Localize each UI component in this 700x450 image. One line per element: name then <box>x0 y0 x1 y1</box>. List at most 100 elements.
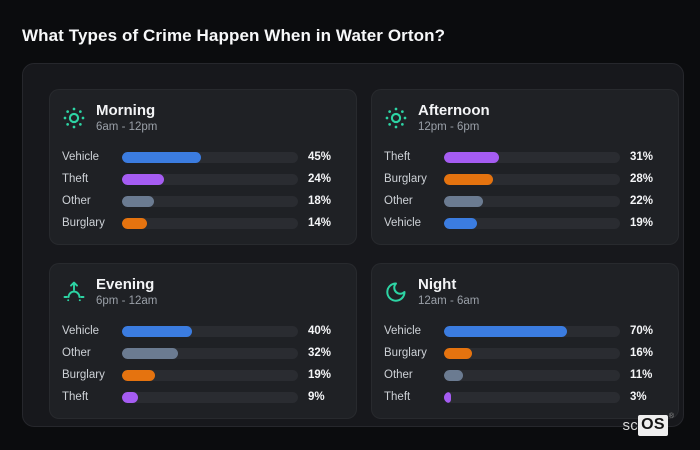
panel-header-night: Night 12am - 6am <box>384 276 666 308</box>
bar-label: Other <box>62 347 91 360</box>
scos-logo: sc OS ® <box>622 413 674 436</box>
bar-track <box>444 195 620 207</box>
panel-time-range: 12am - 6am <box>418 295 480 307</box>
bar-track <box>444 391 620 403</box>
bar-track <box>444 369 620 381</box>
bar-label: Vehicle <box>384 325 422 338</box>
bar-track <box>122 391 298 403</box>
sun-icon <box>62 106 86 130</box>
bar-fill <box>122 347 179 359</box>
panel-header-afternoon: Afternoon 12pm - 6pm <box>384 102 666 134</box>
panel-header-morning: Morning 6am - 12pm <box>62 102 344 134</box>
panel-morning: Morning 6am - 12pm Vehicle 45% Theft 24%… <box>49 89 357 245</box>
bar-fill <box>122 325 193 337</box>
bar-fill <box>122 173 165 185</box>
bar-row: Other 11% <box>384 364 666 386</box>
bar-track <box>444 325 620 337</box>
bar-row: Vehicle 45% <box>62 146 344 168</box>
bar-label: Theft <box>384 151 411 164</box>
bar-chart-night: Vehicle 70% Burglary 16% Other 11% Theft… <box>384 320 666 408</box>
bar-row: Burglary 28% <box>384 168 666 190</box>
bar-value: 45% <box>308 151 332 164</box>
bar-label: Burglary <box>62 369 105 382</box>
bar-chart-afternoon: Theft 31% Burglary 28% Other 22% Vehicle… <box>384 146 666 234</box>
bar-label: Theft <box>62 391 89 404</box>
bar-track <box>444 217 620 229</box>
bar-track <box>444 173 620 185</box>
bar-row: Theft 9% <box>62 386 344 408</box>
panel-time-range: 6pm - 12am <box>96 295 158 307</box>
bar-value: 16% <box>630 347 654 360</box>
bar-row: Other 22% <box>384 190 666 212</box>
bar-label: Theft <box>384 391 411 404</box>
panel-time-range: 6am - 12pm <box>96 121 158 133</box>
bar-chart-morning: Vehicle 45% Theft 24% Other 18% Burglary… <box>62 146 344 234</box>
panel-header-evening: Evening 6pm - 12am <box>62 276 344 308</box>
bar-fill <box>122 217 147 229</box>
panel-night: Night 12am - 6am Vehicle 70% Burglary 16… <box>371 263 679 419</box>
bar-chart-evening: Vehicle 40% Other 32% Burglary 19% Theft… <box>62 320 344 408</box>
bar-value: 40% <box>308 325 332 338</box>
bar-label: Vehicle <box>384 217 422 230</box>
bar-value: 31% <box>630 151 654 164</box>
bar-fill <box>444 195 483 207</box>
sunrise-icon <box>62 280 86 304</box>
bar-value: 9% <box>308 391 325 404</box>
bar-track <box>122 369 298 381</box>
bar-fill <box>444 151 499 163</box>
bar-value: 11% <box>630 369 653 382</box>
panel-title: Evening <box>96 276 155 293</box>
bar-row: Burglary 16% <box>384 342 666 364</box>
bar-value: 19% <box>630 217 654 230</box>
bar-value: 28% <box>630 173 654 186</box>
bar-label: Other <box>384 369 413 382</box>
bar-value: 24% <box>308 173 332 186</box>
bar-track <box>122 217 298 229</box>
panel-title: Night <box>418 276 457 293</box>
bar-value: 14% <box>308 217 332 230</box>
bar-row: Theft 3% <box>384 386 666 408</box>
panel-title: Morning <box>96 102 156 119</box>
logo-prefix: sc <box>622 417 639 434</box>
sun-icon <box>384 106 408 130</box>
bar-row: Vehicle 19% <box>384 212 666 234</box>
bar-fill <box>444 347 473 359</box>
bar-fill <box>444 369 464 381</box>
bar-track <box>122 347 298 359</box>
registered-mark: ® <box>668 413 674 420</box>
bar-label: Other <box>62 195 91 208</box>
bar-row: Other 18% <box>62 190 344 212</box>
bar-row: Burglary 19% <box>62 364 344 386</box>
bar-label: Burglary <box>62 217 105 230</box>
bar-track <box>122 195 298 207</box>
bar-track <box>122 173 298 185</box>
bar-row: Vehicle 40% <box>62 320 344 342</box>
crime-time-dashboard: Morning 6am - 12pm Vehicle 45% Theft 24%… <box>22 63 684 427</box>
bar-label: Other <box>384 195 413 208</box>
bar-value: 18% <box>308 195 332 208</box>
bar-label: Burglary <box>384 173 427 186</box>
bar-track <box>444 347 620 359</box>
bar-fill <box>444 325 568 337</box>
bar-value: 70% <box>630 325 654 338</box>
bar-row: Theft 24% <box>62 168 344 190</box>
bar-track <box>122 151 298 163</box>
bar-fill <box>122 391 138 403</box>
bar-fill <box>444 391 451 403</box>
bar-row: Vehicle 70% <box>384 320 666 342</box>
bar-row: Theft 31% <box>384 146 666 168</box>
panel-afternoon: Afternoon 12pm - 6pm Theft 31% Burglary … <box>371 89 679 245</box>
bar-label: Burglary <box>384 347 427 360</box>
moon-icon <box>384 280 408 304</box>
bar-label: Theft <box>62 173 89 186</box>
bar-value: 19% <box>308 369 332 382</box>
bar-label: Vehicle <box>62 325 100 338</box>
logo-box: OS <box>638 415 668 436</box>
bar-value: 22% <box>630 195 654 208</box>
bar-fill <box>122 369 156 381</box>
bar-track <box>444 151 620 163</box>
bar-row: Other 32% <box>62 342 344 364</box>
bar-fill <box>444 217 478 229</box>
bar-fill <box>122 195 154 207</box>
bar-fill <box>444 173 494 185</box>
